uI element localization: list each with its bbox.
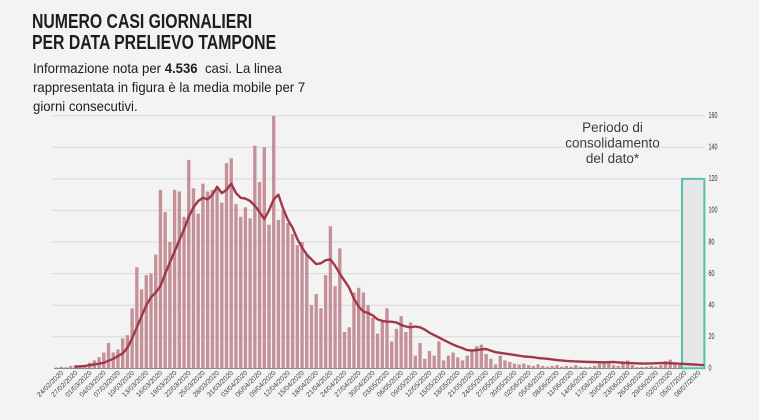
svg-text:160: 160 — [709, 110, 718, 121]
svg-text:60: 60 — [709, 267, 715, 278]
svg-text:0: 0 — [709, 362, 712, 373]
svg-text:80: 80 — [709, 236, 715, 247]
svg-text:140: 140 — [709, 141, 718, 152]
svg-text:del dato*: del dato* — [586, 151, 640, 166]
svg-text:20: 20 — [709, 331, 715, 342]
svg-text:Periodo di: Periodo di — [582, 120, 643, 135]
svg-text:consolidamento: consolidamento — [565, 136, 660, 151]
svg-text:40: 40 — [709, 299, 715, 310]
svg-text:120: 120 — [709, 173, 718, 184]
svg-text:100: 100 — [709, 204, 718, 215]
